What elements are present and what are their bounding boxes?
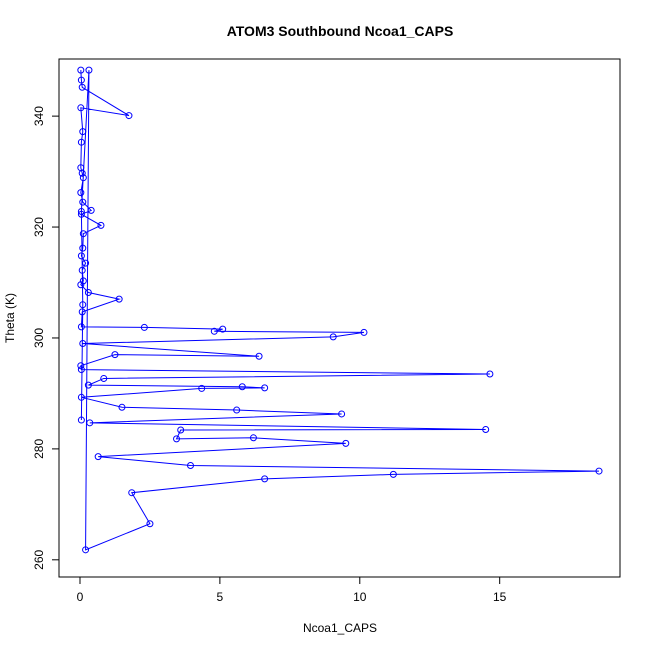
x-tick-label: 0: [77, 590, 84, 604]
data-point: [329, 333, 337, 341]
data-point: [595, 467, 603, 475]
data-point: [77, 362, 85, 370]
data-point: [77, 208, 85, 216]
data-point: [77, 104, 85, 112]
data-point: [78, 308, 86, 316]
data-point: [79, 244, 87, 252]
series-line: [80, 70, 600, 551]
data-point: [338, 410, 346, 418]
data-point: [79, 340, 87, 348]
data-point: [115, 295, 123, 303]
data-point: [78, 266, 86, 274]
data-point: [187, 462, 195, 470]
data-point: [79, 230, 87, 238]
data-point: [84, 381, 92, 389]
plot-frame: [58, 58, 621, 578]
plot-area: [77, 66, 603, 554]
data-point: [77, 323, 85, 331]
data-point: [146, 520, 154, 528]
data-point: [79, 198, 87, 206]
data-point: [482, 425, 490, 433]
data-point: [77, 252, 85, 260]
data-point: [238, 383, 246, 391]
data-point: [84, 288, 92, 296]
y-tick-label: 340: [32, 106, 46, 126]
data-point: [82, 259, 90, 267]
data-point: [261, 475, 269, 483]
y-axis-label: Theta (K): [3, 293, 17, 343]
data-point: [77, 416, 85, 424]
data-point: [219, 325, 227, 333]
data-point: [249, 434, 257, 442]
data-point: [85, 66, 93, 74]
data-point: [78, 83, 86, 91]
data-point: [140, 323, 148, 331]
data-point: [86, 419, 94, 427]
data-point: [128, 489, 136, 497]
data-point: [389, 470, 397, 478]
data-point: [198, 384, 206, 392]
chart-title: ATOM3 Southbound Ncoa1_CAPS: [227, 23, 454, 39]
x-tick-label: 15: [493, 590, 507, 604]
data-point: [79, 128, 87, 136]
data-point: [77, 66, 85, 74]
data-point: [125, 112, 133, 120]
data-point: [261, 384, 269, 392]
data-point: [118, 403, 126, 411]
data-point: [210, 327, 218, 335]
data-point: [360, 328, 368, 336]
y-tick-label: 300: [32, 328, 46, 348]
data-point: [100, 374, 108, 382]
data-point: [94, 453, 102, 461]
data-point: [342, 439, 350, 447]
data-point: [87, 206, 95, 214]
data-point: [77, 76, 85, 84]
data-point: [255, 352, 263, 360]
data-point: [77, 366, 85, 374]
data-point: [79, 301, 87, 309]
data-point: [79, 174, 87, 182]
x-axis-label: Ncoa1_CAPS: [303, 621, 377, 635]
data-point: [77, 189, 85, 197]
data-point: [111, 351, 119, 359]
data-point: [177, 426, 185, 434]
data-point: [77, 138, 85, 146]
y-tick-label: 320: [32, 217, 46, 237]
y-tick-label: 280: [32, 439, 46, 459]
data-point: [77, 210, 85, 218]
y-tick-label: 260: [32, 549, 46, 569]
data-point: [97, 221, 105, 229]
data-point: [173, 435, 181, 443]
data-point: [77, 281, 85, 289]
data-point: [82, 546, 90, 554]
data-point: [77, 393, 85, 401]
data-point: [78, 169, 86, 177]
data-point: [486, 370, 494, 378]
x-tick-label: 10: [353, 590, 367, 604]
x-tick-label: 5: [217, 590, 224, 604]
data-point: [233, 406, 241, 414]
